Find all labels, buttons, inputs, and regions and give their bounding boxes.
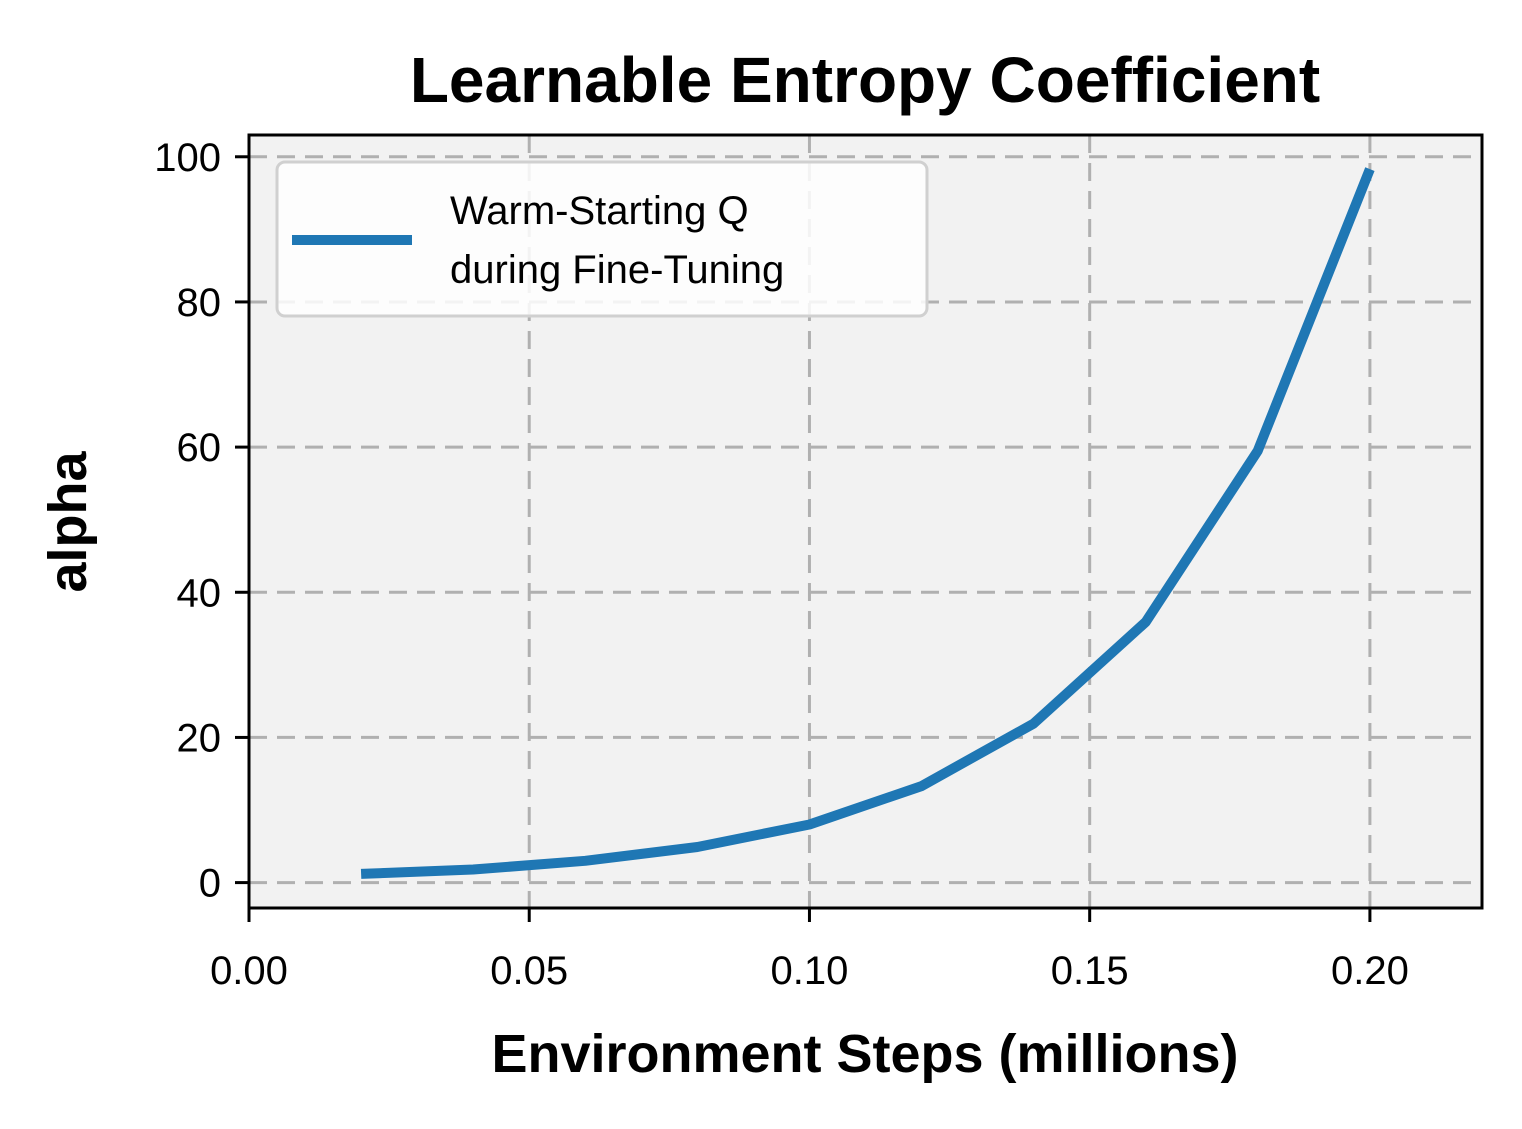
legend-entry-line-1: Warm-Starting Q <box>450 189 749 233</box>
x-tick-label: 0.05 <box>490 949 568 993</box>
y-axis: 0 20 40 60 80 100 <box>154 136 249 906</box>
y-tick-label: 0 <box>199 862 221 906</box>
y-tick-label: 60 <box>177 426 222 470</box>
chart-title: Learnable Entropy Coefficient <box>410 44 1320 116</box>
series-layer <box>360 167 1375 879</box>
series-line <box>360 167 1375 879</box>
y-axis-label: alpha <box>38 451 98 593</box>
legend-box <box>275 160 929 318</box>
x-tick-label: 0.00 <box>210 949 288 993</box>
y-tick-label: 40 <box>177 571 222 615</box>
x-axis-label: Environment Steps (millions) <box>491 1024 1238 1084</box>
y-tick-label: 100 <box>154 136 221 180</box>
x-tick-label: 0.15 <box>1051 949 1129 993</box>
x-tick-label: 0.20 <box>1331 949 1409 993</box>
legend: Warm-Starting Q during Fine-Tuning <box>275 160 929 318</box>
y-tick-label: 80 <box>177 281 222 325</box>
legend-entry-line-2: during Fine-Tuning <box>450 248 784 292</box>
x-tick-label: 0.10 <box>771 949 849 993</box>
y-tick-label: 20 <box>177 716 222 760</box>
x-axis: 0.00 0.05 0.10 0.15 0.20 <box>210 908 1409 993</box>
plot-frame <box>247 133 1484 910</box>
